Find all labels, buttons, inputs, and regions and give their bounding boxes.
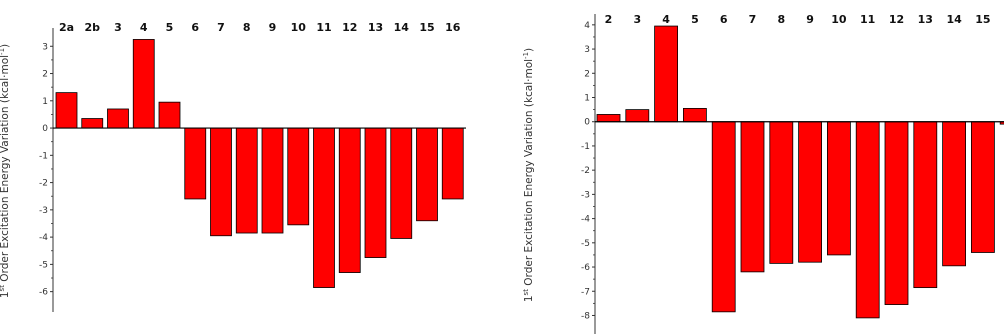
bar-11 [855, 121, 880, 319]
y-tick-label: -6 [581, 263, 590, 273]
bar-chart-left: 1st Order Excitation Energy Variation (k… [0, 21, 466, 312]
bar-15 [970, 121, 995, 253]
category-label: 15 [975, 13, 990, 26]
y-tick-label: 3 [42, 42, 48, 52]
bar-13 [364, 127, 387, 258]
category-label: 3 [633, 13, 641, 26]
y-tick-label: -1 [39, 151, 48, 161]
y-tick-label: -1 [581, 142, 590, 152]
category-label: 5 [691, 13, 699, 26]
category-label: 4 [140, 21, 148, 34]
category-label: 6 [191, 21, 199, 34]
y-axis-title: 1st Order Excitation Energy Variation (k… [522, 48, 535, 302]
bar-14 [390, 127, 413, 239]
y-tick-label: 2 [42, 70, 48, 80]
y-tick-label: -2 [39, 179, 48, 189]
bar-12 [884, 121, 909, 305]
chart-panel-left: 1st Order Excitation Energy Variation (k… [0, 0, 480, 336]
category-label: 2 [605, 13, 613, 26]
y-tick-label: -2 [581, 166, 590, 176]
bar-3 [107, 108, 129, 129]
category-label: 11 [316, 21, 331, 34]
y-tick-label: -6 [39, 288, 48, 298]
category-label: 16 [445, 21, 461, 34]
y-tick-label: -5 [39, 260, 48, 270]
y-tick-label: -3 [581, 190, 590, 200]
bar-4 [132, 39, 155, 129]
category-label: 8 [777, 13, 785, 26]
y-axis-title: 1st Order Excitation Energy Variation (k… [0, 44, 11, 298]
category-label: 4 [662, 13, 670, 26]
category-label: 3 [114, 21, 122, 34]
category-label: 11 [860, 13, 875, 26]
chart-panel-right: 1st Order Excitation Energy Variation (k… [520, 0, 1004, 336]
category-label: 2b [84, 21, 100, 34]
category-label: 2a [59, 21, 74, 34]
y-tick-label: 2 [584, 69, 590, 79]
bar-9 [261, 127, 284, 234]
category-label: 12 [342, 21, 357, 34]
category-label: 13 [368, 21, 383, 34]
bar-7 [740, 121, 765, 273]
bar-6 [711, 121, 736, 313]
category-label: 13 [918, 13, 933, 26]
bar-16 [999, 121, 1004, 125]
bar-3 [625, 109, 650, 123]
y-tick-label: 0 [584, 118, 590, 128]
y-tick-label: 1 [584, 94, 590, 104]
bar-5 [158, 101, 181, 129]
category-label: 10 [831, 13, 847, 26]
bar-5 [682, 107, 707, 123]
y-tick-label: -7 [581, 287, 590, 297]
bar-11 [313, 127, 335, 288]
bar-chart-right: 1st Order Excitation Energy Variation (k… [522, 13, 1004, 334]
category-label: 7 [217, 21, 225, 34]
category-label: 9 [269, 21, 277, 34]
category-label: 8 [243, 21, 251, 34]
y-tick-label: 4 [584, 21, 590, 31]
category-label: 7 [749, 13, 757, 26]
y-tick-label: -4 [581, 215, 590, 225]
category-label: 14 [394, 21, 410, 34]
y-tick-label: 3 [584, 45, 590, 55]
category-label: 5 [166, 21, 174, 34]
y-tick-label: -8 [581, 311, 590, 321]
bar-8 [769, 121, 794, 264]
bar-15 [416, 127, 438, 222]
bar-2a [55, 92, 78, 129]
bar-14 [942, 121, 967, 267]
bar-2 [596, 114, 621, 123]
bar-10 [826, 121, 851, 256]
bar-16 [441, 127, 464, 200]
bar-10 [287, 127, 310, 226]
y-tick-label: -4 [39, 233, 48, 243]
bar-4 [654, 25, 679, 123]
bar-9 [798, 121, 823, 263]
bar-12 [338, 127, 361, 273]
y-tick-label: -5 [581, 239, 590, 249]
category-label: 10 [291, 21, 307, 34]
category-label: 9 [806, 13, 814, 26]
y-tick-label: -3 [39, 206, 48, 216]
category-label: 15 [419, 21, 434, 34]
y-tick-label: 0 [42, 124, 48, 134]
bar-13 [913, 121, 938, 289]
category-label: 12 [889, 13, 904, 26]
category-label: 14 [946, 13, 962, 26]
y-tick-label: 1 [42, 97, 48, 107]
bar-8 [235, 127, 258, 234]
category-label: 6 [720, 13, 728, 26]
bar-2b [81, 118, 104, 129]
bar-7 [210, 127, 232, 237]
bar-6 [184, 127, 207, 200]
